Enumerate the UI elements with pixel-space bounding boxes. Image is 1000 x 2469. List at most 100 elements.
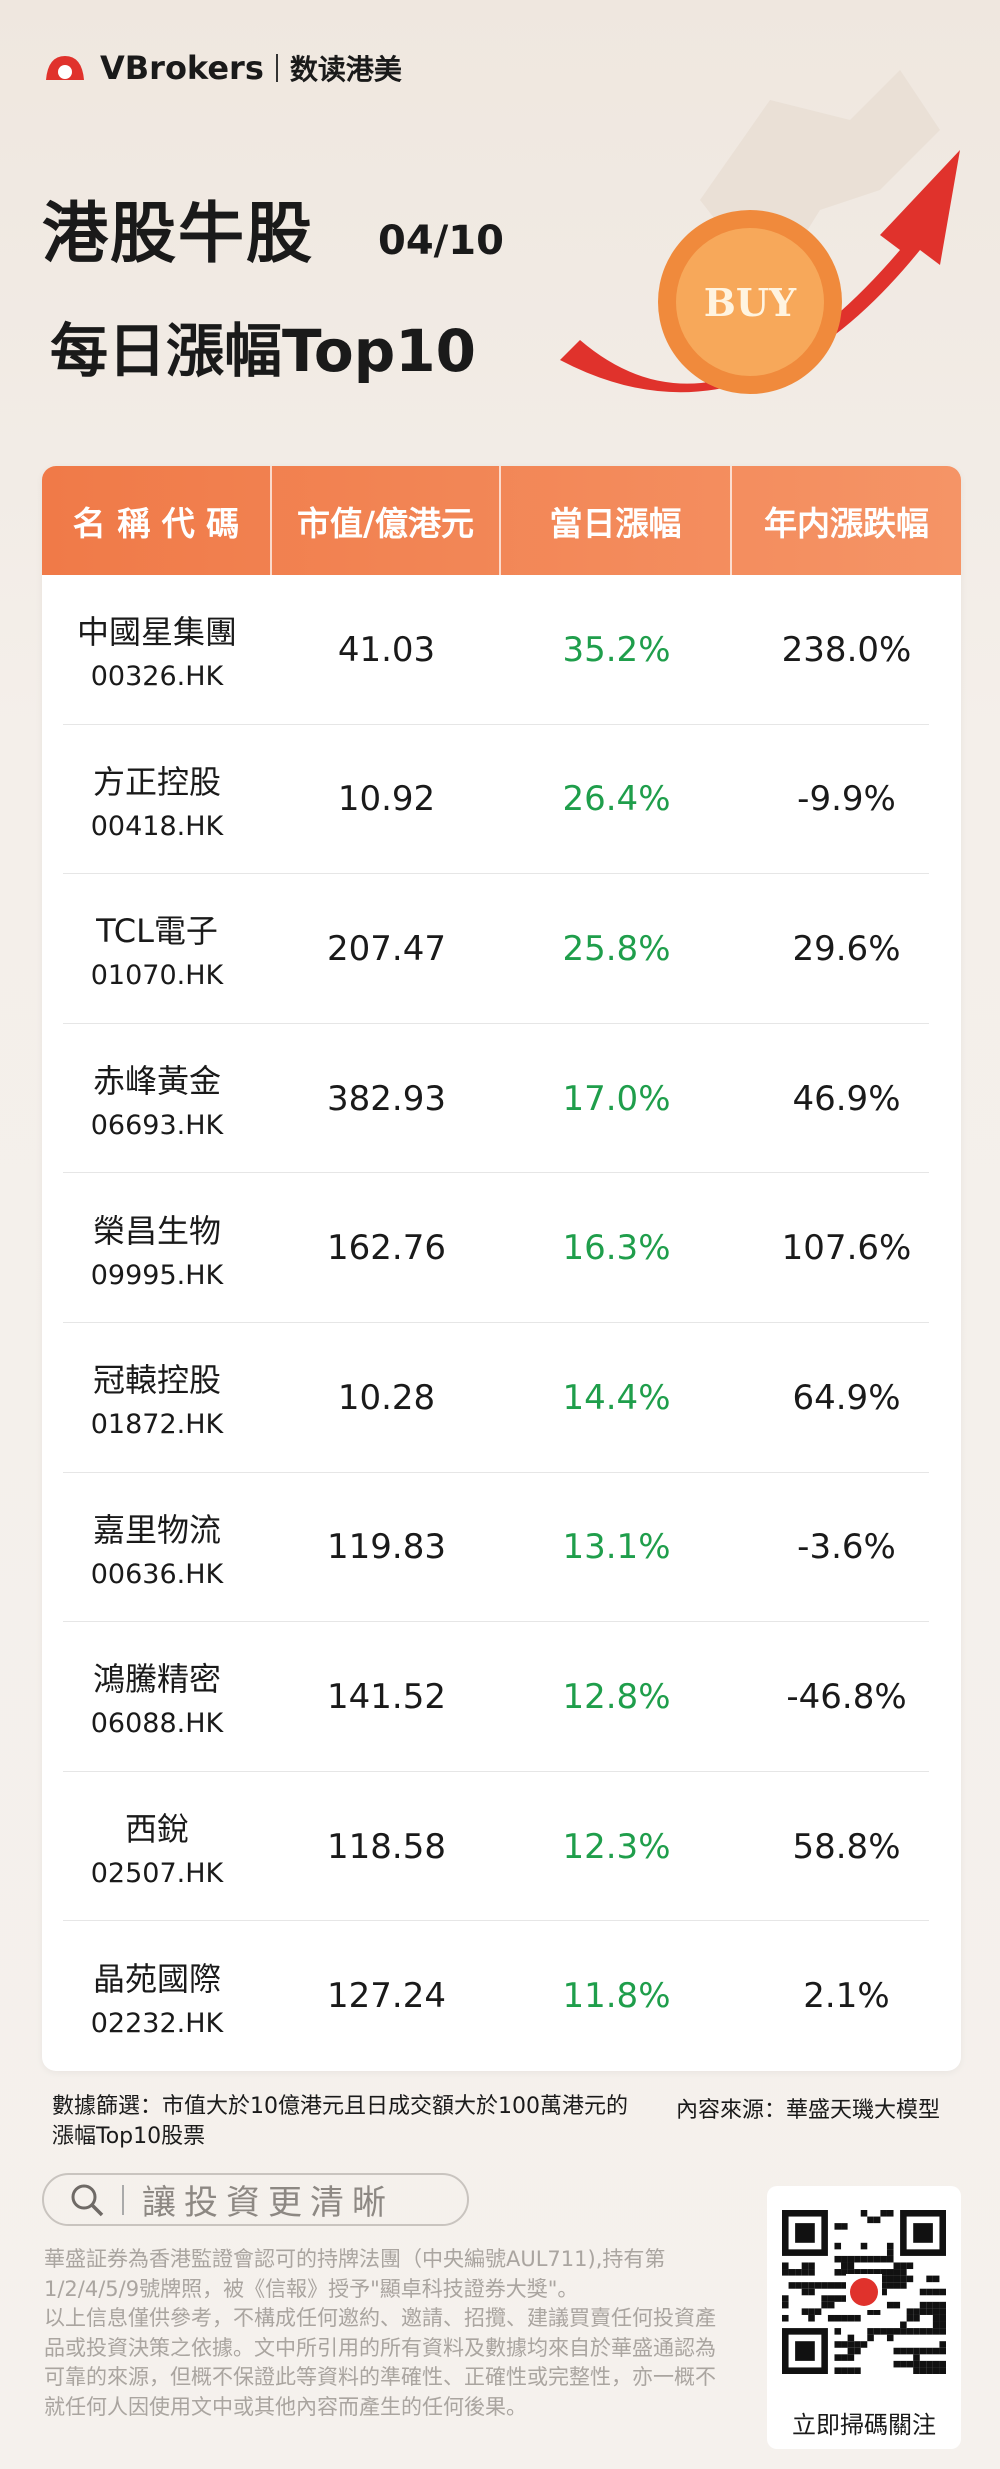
qr-module bbox=[906, 2308, 914, 2315]
arrow bbox=[560, 150, 960, 393]
qr-module bbox=[886, 2255, 894, 2263]
ytd-change: 58.8% bbox=[792, 1826, 901, 1867]
stock-code: 02507.HK bbox=[90, 1858, 224, 1890]
qr-module bbox=[867, 2216, 874, 2224]
qr-module bbox=[919, 2367, 927, 2374]
qr-module bbox=[906, 2275, 914, 2283]
qr-module bbox=[880, 2328, 887, 2335]
qr-module bbox=[939, 2314, 946, 2322]
daily-change: 13.1% bbox=[562, 1527, 671, 1568]
daily-change: 16.3% bbox=[562, 1228, 671, 1269]
table-header: 名 稱 代 碼市值/億港元 當日漲幅 年内漲跌幅 bbox=[42, 466, 961, 575]
qr-module bbox=[926, 2360, 933, 2368]
stock-name: 榮昌生物 bbox=[92, 1211, 221, 1250]
qr-module bbox=[795, 2341, 815, 2361]
qr-module bbox=[808, 2288, 815, 2296]
search-bar[interactable]: 讓投資更清晰 bbox=[42, 2173, 469, 2226]
qr-module bbox=[808, 2308, 815, 2315]
qr-module bbox=[873, 2308, 881, 2315]
column-header: 年内漲跌幅 bbox=[764, 503, 929, 543]
qr-module bbox=[821, 2301, 828, 2309]
qr-module bbox=[782, 2262, 789, 2270]
qr-module bbox=[886, 2328, 894, 2335]
qr-module bbox=[834, 2341, 842, 2348]
qr-module bbox=[834, 2223, 842, 2230]
qr-module bbox=[834, 2255, 842, 2263]
table-row: 晶苑國際 02232.HK 127.24 11.8% 2.1% bbox=[42, 1921, 961, 2071]
ytd-change: -3.6% bbox=[797, 1527, 896, 1568]
qr-module bbox=[932, 2275, 940, 2283]
market-cap: 162.76 bbox=[327, 1228, 446, 1269]
qr-module bbox=[834, 2242, 842, 2250]
filter-note: 數據篩選：市值大於10億港元且日成交額大於100萬港元的漲幅Top10股票 bbox=[52, 2094, 628, 2149]
table-row: 冠轅控股 01872.HK 10.28 14.4% 64.9% bbox=[42, 1323, 961, 1473]
qr-module bbox=[854, 2367, 861, 2374]
qr-module bbox=[827, 2314, 835, 2322]
market-cap: 207.47 bbox=[327, 928, 446, 969]
daily-change: 17.0% bbox=[562, 1078, 671, 1119]
qr-module bbox=[886, 2249, 894, 2256]
qr-module bbox=[827, 2282, 835, 2289]
qr-code bbox=[782, 2210, 946, 2374]
stock-code: 09995.HK bbox=[90, 1259, 224, 1291]
qr-module bbox=[913, 2314, 920, 2322]
qr-module bbox=[932, 2347, 940, 2355]
table-body: 中國星集團 00326.HK 41.03 35.2% 238.0% 方正控股 00418.H… bbox=[42, 575, 961, 2071]
stock-name: 鴻騰精密 bbox=[92, 1660, 221, 1699]
qr-module bbox=[939, 2360, 946, 2368]
qr-module bbox=[906, 2347, 914, 2355]
qr-module bbox=[900, 2328, 907, 2335]
qr-module bbox=[801, 2262, 809, 2270]
stock-code: 00636.HK bbox=[90, 1558, 224, 1590]
qr-module bbox=[788, 2282, 796, 2289]
qr-module bbox=[906, 2360, 914, 2368]
qr-module bbox=[900, 2321, 907, 2329]
subtitle: 每日漲幅Top10 bbox=[50, 317, 476, 385]
qr-module bbox=[893, 2262, 901, 2270]
qr-module bbox=[886, 2269, 894, 2276]
qr-module bbox=[900, 2282, 907, 2289]
stock-name: 中國星集團 bbox=[76, 613, 237, 652]
ytd-change: 64.9% bbox=[792, 1377, 901, 1418]
qr-module bbox=[906, 2262, 914, 2270]
table-row: TCL電子 01070.HK 207.47 25.8% 29.6% bbox=[42, 874, 961, 1024]
qr-module bbox=[860, 2255, 868, 2263]
qr-module bbox=[801, 2282, 809, 2289]
qr-module bbox=[814, 2282, 822, 2289]
qr-module bbox=[919, 2347, 927, 2355]
disclaimer-line: 以上信息僅供參考，不構成任何邀約、邀請、招攬、建議買賣任何投資產品或投資決策之依… bbox=[44, 2306, 716, 2419]
qr-module bbox=[932, 2360, 940, 2368]
qr-module bbox=[906, 2328, 914, 2335]
name-cell: 赤峰黃金 06693.HK bbox=[42, 1024, 272, 1174]
qr-module bbox=[854, 2341, 861, 2348]
stock-name: 嘉里物流 bbox=[92, 1510, 221, 1549]
qr-module bbox=[834, 2282, 842, 2289]
qr-caption: 立即掃碼關注 bbox=[792, 2411, 936, 2439]
qr-module bbox=[860, 2269, 868, 2276]
daily-change: 35.2% bbox=[562, 629, 671, 670]
coin-inner bbox=[676, 228, 824, 376]
disclaimer-line: 華盛証券為香港監證會認可的持牌法團（中央編號AUL711),持有第1/2/4/5… bbox=[44, 2247, 666, 2301]
qr-module bbox=[939, 2328, 946, 2335]
name-cell: 方正控股 00418.HK bbox=[42, 725, 272, 875]
qr-module bbox=[827, 2301, 835, 2309]
qr-module bbox=[841, 2367, 848, 2374]
qr-module bbox=[939, 2341, 946, 2348]
qr-module bbox=[808, 2262, 815, 2270]
qr-module bbox=[847, 2341, 855, 2348]
qr-module bbox=[867, 2334, 874, 2342]
qr-module bbox=[886, 2334, 894, 2342]
column-header: 當日漲幅 bbox=[501, 466, 732, 575]
market-cap: 382.93 bbox=[327, 1078, 446, 1119]
table-row: 嘉里物流 00636.HK 119.83 13.1% -3.6% bbox=[42, 1473, 961, 1623]
brand: VBrokers 数读港美 bbox=[42, 48, 402, 88]
qr-module bbox=[919, 2288, 927, 2296]
qr-module bbox=[841, 2295, 848, 2302]
qr-logo bbox=[850, 2278, 878, 2306]
table-row: 赤峰黃金 06693.HK 382.93 17.0% 46.9% bbox=[42, 1024, 961, 1174]
qr-module bbox=[880, 2288, 887, 2296]
column-header: 市值/億港元 bbox=[272, 466, 501, 575]
qr-module bbox=[939, 2308, 946, 2315]
name-cell: 冠轅控股 01872.HK bbox=[42, 1323, 272, 1473]
qr-module bbox=[854, 2255, 861, 2263]
